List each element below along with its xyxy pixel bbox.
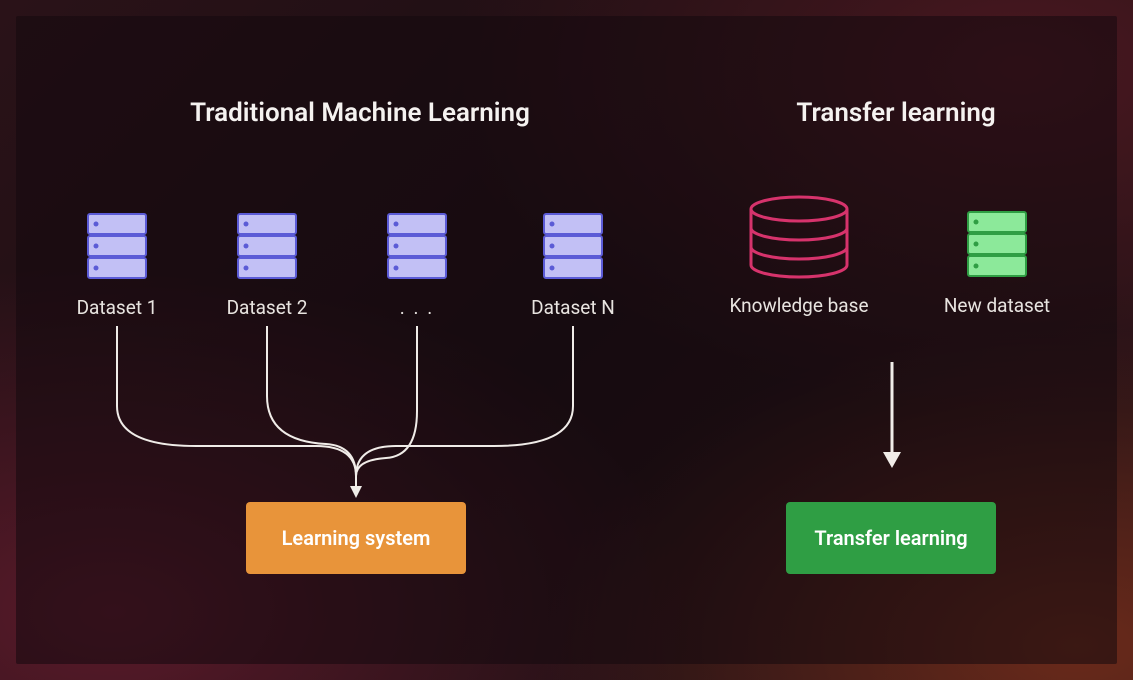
- dataset-icon: [387, 213, 447, 279]
- left-title: Traditional Machine Learning: [170, 98, 550, 128]
- dataset-ellipsis-label: . . .: [367, 296, 467, 319]
- new-dataset-icon: [967, 211, 1027, 277]
- diagram-panel: Traditional Machine Learning Transfer le…: [16, 16, 1117, 664]
- dataset-label: Dataset 1: [67, 296, 167, 319]
- dataset-label: Dataset 2: [217, 296, 317, 319]
- converge-connector: [66, 326, 626, 506]
- new-dataset-label: New dataset: [932, 294, 1062, 317]
- down-arrow-icon: [878, 362, 906, 472]
- knowledge-base-icon: [748, 195, 850, 281]
- dataset-icon: [87, 213, 147, 279]
- dataset-icon: [237, 213, 297, 279]
- right-title: Transfer learning: [776, 98, 1016, 128]
- transfer-learning-box: Transfer learning: [786, 502, 996, 574]
- dataset-label: Dataset N: [523, 296, 623, 319]
- learning-system-label: Learning system: [282, 526, 431, 550]
- dataset-icon: [543, 213, 603, 279]
- knowledge-base-label: Knowledge base: [714, 294, 884, 317]
- learning-system-box: Learning system: [246, 502, 466, 574]
- transfer-learning-label: Transfer learning: [814, 526, 967, 550]
